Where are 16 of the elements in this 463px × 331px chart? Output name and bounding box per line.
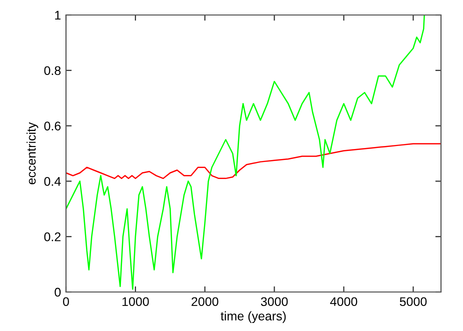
x-tick-label: 4000	[330, 297, 358, 306]
x-tick-label: 5000	[400, 297, 427, 306]
line-series	[66, 15, 425, 290]
y-tick-label: 0.6	[44, 122, 61, 130]
y-tick-label: 0.8	[44, 66, 61, 76]
x-tick-label: 1000	[122, 297, 149, 306]
y-axis-title: eccentricity	[26, 122, 38, 184]
x-tick-label: 0	[63, 297, 69, 306]
y-tick-label: 0	[54, 288, 61, 297]
y-tick-label: 1	[55, 10, 61, 20]
line-series	[66, 143, 441, 180]
y-tick-label: 0.4	[44, 177, 61, 186]
y-tick-label: 0.2	[44, 232, 61, 242]
x-axis-title: time (years)	[220, 311, 286, 323]
x-tick-label: 3000	[260, 297, 288, 306]
x-tick-label: 2000	[192, 297, 218, 306]
